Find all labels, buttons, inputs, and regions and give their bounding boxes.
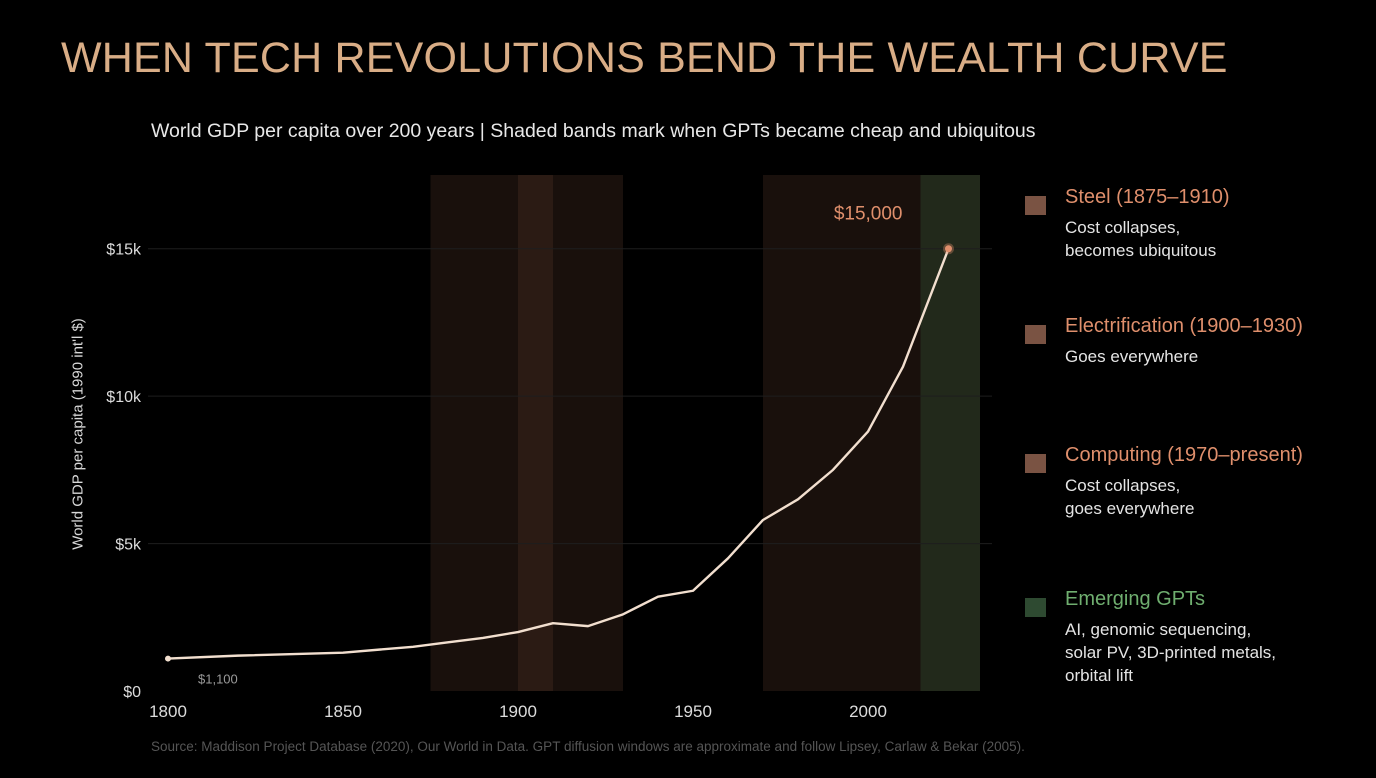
legend-description-line: goes everywhere: [1065, 499, 1195, 518]
end-value-label: $15,000: [834, 204, 903, 225]
legend-swatch: [1025, 598, 1046, 617]
legend-title: Emerging GPTs: [1065, 588, 1206, 610]
legend-swatch: [1025, 454, 1046, 473]
gpt-band-4: [920, 175, 980, 691]
start-point: [165, 655, 171, 662]
legend-description-line: Goes everywhere: [1065, 347, 1199, 366]
legend-title: Computing (1970–present): [1065, 444, 1303, 466]
legend-description-line: solar PV, 3D-printed metals,: [1065, 643, 1277, 662]
legend-description: Goes everywhere: [1065, 345, 1365, 368]
start-value-label: $1,100: [198, 672, 238, 687]
legend-description: Cost collapses, goes everywhere: [1065, 474, 1365, 520]
legend-swatch: [1025, 325, 1046, 344]
legend-description-line: orbital lift: [1065, 666, 1134, 685]
legend-description-line: Cost collapses,: [1065, 476, 1181, 495]
y-tick-label: $0: [123, 684, 141, 701]
legend-swatch: [1025, 196, 1046, 215]
chart-subtitle: World GDP per capita over 200 years | Sh…: [151, 120, 1036, 142]
x-tick-label: 1950: [674, 702, 712, 721]
legend-description-line: becomes ubiquitous: [1065, 241, 1217, 260]
legend-description-line: Cost collapses,: [1065, 218, 1181, 237]
y-tick-label: $5k: [115, 537, 142, 554]
gpt-band-2: [518, 175, 623, 691]
x-tick-label: 1800: [149, 702, 187, 721]
legend-description-line: AI, genomic sequencing,: [1065, 620, 1252, 639]
gdp-line: [167, 248, 950, 660]
legend-title: Electrification (1900–1930): [1065, 315, 1303, 337]
y-tick-label: $10k: [106, 389, 142, 406]
x-tick-label: 2000: [849, 702, 887, 721]
gpt-band-1: [430, 175, 553, 691]
y-tick-label: $15k: [106, 242, 142, 259]
legend-title: Steel (1875–1910): [1065, 186, 1230, 208]
x-tick-label: 1900: [499, 702, 537, 721]
chart-title: WHEN TECH REVOLUTIONS BEND THE WEALTH CU…: [61, 34, 1228, 82]
end-point: [945, 245, 952, 253]
legend-description: Cost collapses, becomes ubiquitous: [1065, 216, 1365, 262]
x-tick-label: 1850: [324, 702, 362, 721]
source-note: Source: Maddison Project Database (2020)…: [151, 739, 1025, 754]
legend-description: AI, genomic sequencing, solar PV, 3D-prin…: [1065, 618, 1365, 687]
